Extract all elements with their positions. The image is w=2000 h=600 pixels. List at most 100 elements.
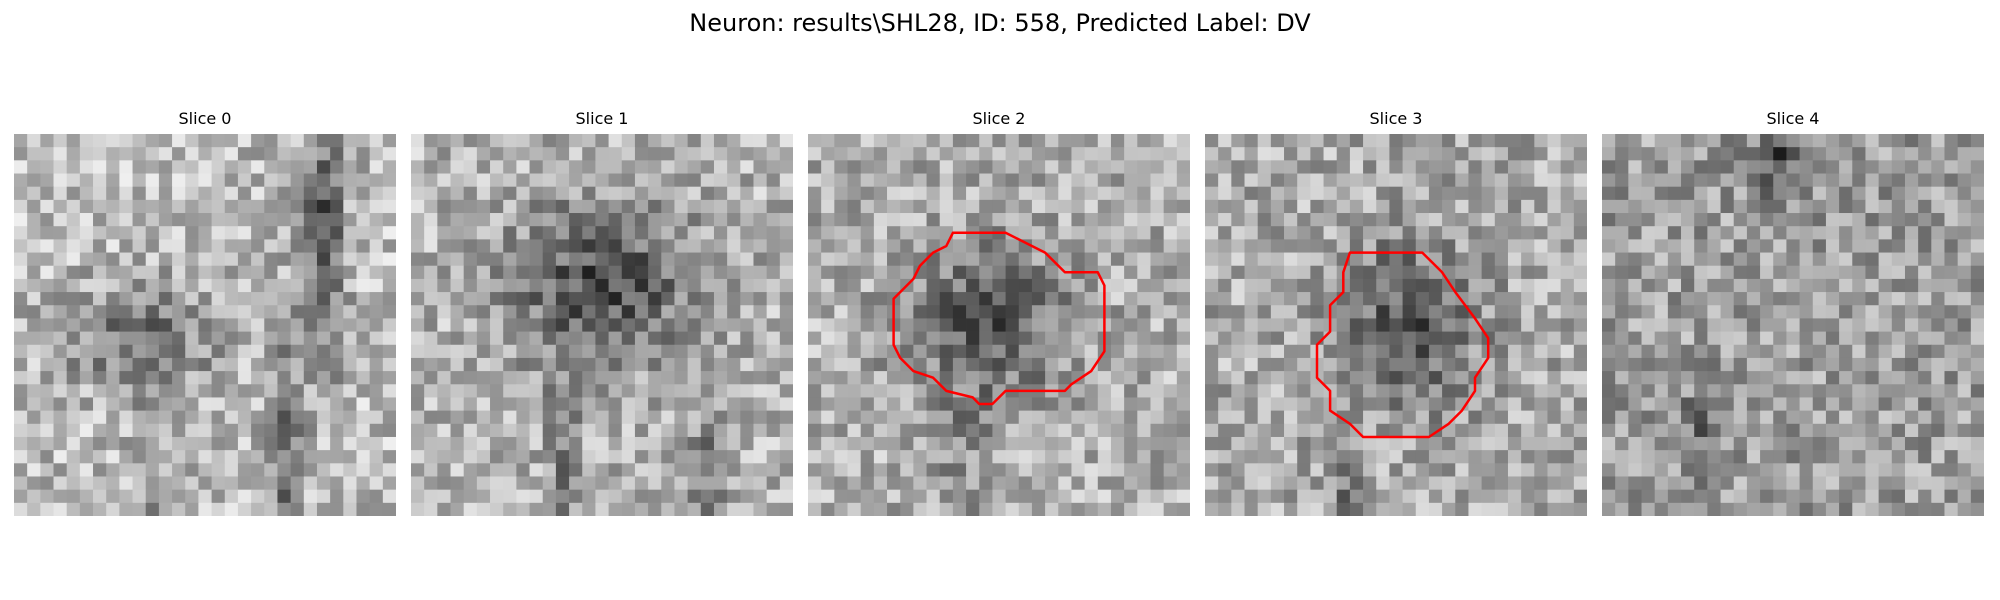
image-pixel [1231,160,1245,174]
image-pixel [1176,357,1190,372]
image-pixel [1005,199,1020,214]
image-pixel [1176,173,1190,188]
image-pixel [1494,489,1509,504]
image-pixel [740,463,754,477]
image-pixel [1336,502,1351,516]
image-pixel [277,147,292,161]
image-pixel [821,186,835,201]
image-pixel [661,292,675,306]
image-pixel [1494,423,1509,438]
image-pixel [873,344,888,359]
image-pixel [1389,384,1403,398]
image-pixel [1415,331,1430,346]
image-pixel [437,476,451,491]
image-pixel [237,147,252,161]
image-pixel [873,199,888,214]
image-pixel [1018,173,1033,188]
image-pixel [1137,305,1151,319]
image-pixel [1931,397,1945,412]
image-pixel [172,265,186,280]
image-pixel [1628,265,1642,280]
image-pixel [1257,357,1272,372]
image-pixel [516,463,530,477]
image-pixel [727,173,741,188]
image-pixel [516,160,530,174]
image-pixel [106,292,120,306]
image-pixel [608,186,623,201]
image-pixel [582,199,596,214]
image-pixel [1005,239,1020,253]
image-pixel [1084,278,1099,293]
image-pixel [1455,160,1469,174]
image-pixel [779,160,793,174]
image-pixel [476,410,491,425]
image-pixel [860,489,875,504]
image-pixel [106,186,120,201]
image-pixel [887,476,901,491]
image-pixel [316,371,331,385]
image-pixel [621,265,636,280]
image-pixel [727,436,741,451]
image-pixel [66,331,81,346]
image-pixel [979,476,993,491]
image-pixel [224,278,239,293]
image-pixel [198,265,212,280]
image-pixel [490,292,504,306]
image-pixel [542,226,557,240]
slice-image [808,134,1190,516]
image-pixel [303,476,318,491]
image-pixel [766,331,781,346]
image-pixel [1031,160,1046,174]
image-pixel [808,305,822,319]
image-pixel [569,410,583,425]
image-pixel [847,213,862,227]
image-pixel [40,450,54,464]
image-pixel [277,502,292,516]
image-pixel [503,186,517,201]
image-pixel [700,278,715,293]
image-pixel [634,410,649,425]
image-pixel [873,489,888,504]
image-pixel [1005,252,1020,267]
image-pixel [1534,186,1548,201]
image-pixel [887,502,901,516]
image-pixel [450,252,465,267]
image-pixel [158,160,173,174]
image-pixel [1389,410,1403,425]
image-pixel [1150,252,1165,267]
image-pixel [847,160,862,174]
image-pixel [1336,371,1351,385]
image-pixel [1641,410,1656,425]
image-pixel [1786,278,1800,293]
image-pixel [1891,331,1906,346]
image-pixel [634,278,649,293]
image-pixel [1163,305,1178,319]
image-pixel [1415,160,1430,174]
image-pixel [1205,463,1219,477]
image-pixel [503,252,517,267]
image-pixel [93,397,107,412]
image-pixel [1733,502,1748,516]
image-pixel [582,489,596,504]
image-pixel [1812,489,1827,504]
image-pixel [1005,226,1020,240]
image-pixel [1284,305,1298,319]
image-pixel [1560,489,1575,504]
image-pixel [1799,450,1814,464]
image-pixel [1442,199,1456,214]
image-pixel [1349,278,1364,293]
image-pixel [779,450,793,464]
image-pixel [834,292,848,306]
image-pixel [887,450,901,464]
image-pixel [450,239,465,253]
image-pixel [1137,476,1151,491]
image-pixel [1481,278,1496,293]
image-pixel [1507,160,1522,174]
image-pixel [913,423,927,438]
image-pixel [1176,423,1190,438]
image-pixel [542,134,557,148]
image-pixel [53,463,68,477]
image-pixel [1628,463,1642,477]
image-pixel [1297,410,1311,425]
image-pixel [1084,292,1099,306]
